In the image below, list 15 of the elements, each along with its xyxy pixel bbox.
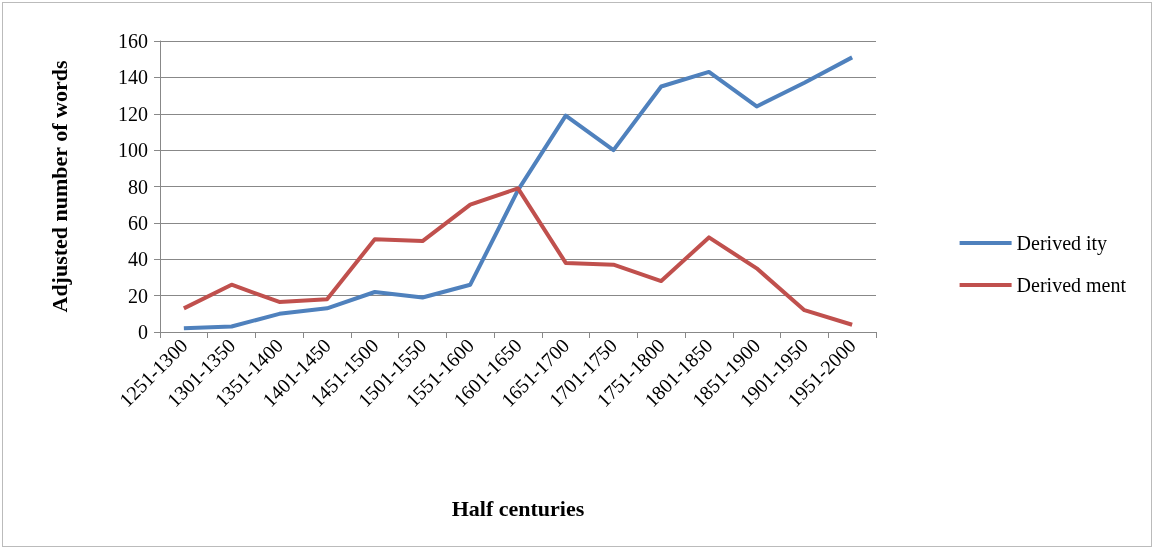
y-tick-label: 100 [118,139,148,162]
legend-label: Derived ment [1016,274,1127,296]
y-tick-label: 0 [138,321,148,343]
y-tick-label: 140 [118,66,148,89]
y-tick-label: 40 [128,248,148,271]
y-tick-label: 160 [118,30,148,52]
line-series [181,55,855,331]
y-tick-label: 120 [118,102,148,125]
line-series [181,186,855,327]
y-tick-label: 60 [128,211,148,234]
y-tick-label: 80 [128,175,148,198]
x-axis-title: Half centuries [451,495,585,521]
y-axis-title: Adjusted number of words [46,60,72,313]
y-tick-label: 20 [128,284,148,307]
legend-label: Derived ity [1016,232,1108,255]
